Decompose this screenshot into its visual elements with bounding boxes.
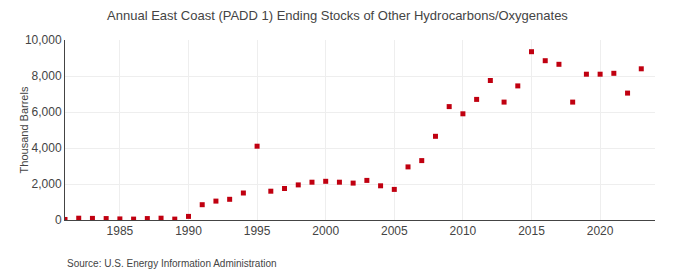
svg-text:2000: 2000 [312, 224, 339, 238]
svg-text:1990: 1990 [175, 224, 202, 238]
svg-text:Source: U.S. Energy Informatio: Source: U.S. Energy Information Administ… [67, 258, 277, 269]
svg-text:0: 0 [55, 213, 62, 227]
svg-text:2020: 2020 [587, 224, 614, 238]
svg-text:Annual East Coast (PADD 1) End: Annual East Coast (PADD 1) Ending Stocks… [107, 8, 568, 23]
svg-text:2,000: 2,000 [32, 177, 62, 191]
svg-text:10,000: 10,000 [25, 33, 62, 47]
svg-text:2015: 2015 [518, 224, 545, 238]
svg-text:2010: 2010 [450, 224, 477, 238]
svg-text:1995: 1995 [244, 224, 271, 238]
svg-text:4,000: 4,000 [32, 141, 62, 155]
svg-text:6,000: 6,000 [32, 105, 62, 119]
svg-text:8,000: 8,000 [32, 69, 62, 83]
svg-text:1985: 1985 [107, 224, 134, 238]
svg-text:Thousand Barrels: Thousand Barrels [18, 86, 30, 173]
svg-text:2005: 2005 [381, 224, 408, 238]
